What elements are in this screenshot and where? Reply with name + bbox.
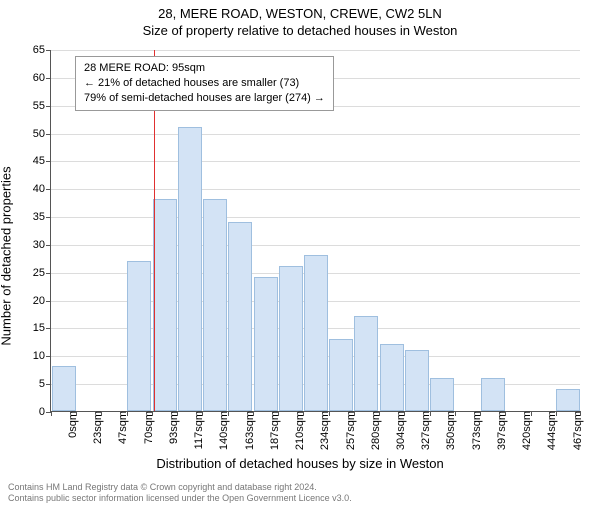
annotation-line: 79% of semi-detached houses are larger (… [84, 91, 325, 106]
x-tick-mark [253, 411, 254, 416]
x-tick-mark [580, 411, 581, 416]
histogram-bar [228, 222, 252, 411]
histogram-bar [52, 366, 76, 411]
x-tick-label: 280sqm [368, 411, 382, 450]
x-tick-mark [404, 411, 405, 416]
histogram-bar [203, 199, 227, 411]
x-tick-label: 420sqm [519, 411, 533, 450]
gridline [51, 217, 580, 218]
y-tick-label: 45 [33, 155, 51, 167]
annotation-box: 28 MERE ROAD: 95sqm← 21% of detached hou… [75, 56, 334, 111]
histogram-bar [153, 199, 177, 411]
annotation-line: 28 MERE ROAD: 95sqm [84, 61, 325, 76]
histogram-bar [127, 261, 151, 411]
footer-line-1: Contains HM Land Registry data © Crown c… [8, 482, 352, 493]
gridline [51, 245, 580, 246]
x-tick-label: 467sqm [570, 411, 584, 450]
x-tick-label: 187sqm [267, 411, 281, 450]
y-tick-label: 5 [39, 378, 51, 390]
histogram-bar [279, 266, 303, 411]
footer-attribution: Contains HM Land Registry data © Crown c… [8, 482, 352, 505]
x-tick-label: 444sqm [544, 411, 558, 450]
x-tick-mark [329, 411, 330, 416]
x-tick-label: 397sqm [494, 411, 508, 450]
histogram-bar [481, 378, 505, 411]
gridline [51, 134, 580, 135]
x-tick-mark [278, 411, 279, 416]
x-tick-label: 140sqm [216, 411, 230, 450]
x-tick-mark [430, 411, 431, 416]
footer-line-2: Contains public sector information licen… [8, 493, 352, 504]
histogram-bar [430, 378, 454, 411]
x-tick-mark [202, 411, 203, 416]
chart-title-main: 28, MERE ROAD, WESTON, CREWE, CW2 5LN [0, 6, 600, 21]
y-tick-label: 65 [33, 44, 51, 56]
x-tick-mark [127, 411, 128, 416]
x-tick-mark [531, 411, 532, 416]
x-tick-mark [228, 411, 229, 416]
x-axis-label: Distribution of detached houses by size … [0, 456, 600, 471]
x-tick-mark [101, 411, 102, 416]
x-tick-label: 163sqm [242, 411, 256, 450]
x-tick-mark [51, 411, 52, 416]
x-tick-mark [76, 411, 77, 416]
x-tick-label: 234sqm [317, 411, 331, 450]
y-tick-label: 25 [33, 267, 51, 279]
y-tick-label: 30 [33, 239, 51, 251]
gridline [51, 161, 580, 162]
x-tick-label: 327sqm [418, 411, 432, 450]
x-tick-mark [556, 411, 557, 416]
y-tick-label: 50 [33, 128, 51, 140]
y-tick-label: 35 [33, 211, 51, 223]
y-tick-label: 20 [33, 295, 51, 307]
y-axis-label: Number of detached properties [0, 77, 14, 256]
y-tick-label: 40 [33, 183, 51, 195]
plot-area: 051015202530354045505560650sqm23sqm47sqm… [50, 50, 580, 412]
x-tick-label: 304sqm [393, 411, 407, 450]
x-tick-mark [379, 411, 380, 416]
chart-area: 051015202530354045505560650sqm23sqm47sqm… [50, 50, 580, 412]
histogram-bar [329, 339, 353, 411]
x-tick-mark [455, 411, 456, 416]
y-tick-label: 55 [33, 100, 51, 112]
histogram-bar [304, 255, 328, 411]
x-tick-mark [354, 411, 355, 416]
y-tick-label: 15 [33, 322, 51, 334]
annotation-line: ← 21% of detached houses are smaller (73… [84, 76, 325, 91]
x-tick-mark [480, 411, 481, 416]
x-tick-mark [303, 411, 304, 416]
histogram-bar [380, 344, 404, 411]
histogram-bar [178, 127, 202, 411]
x-tick-mark [152, 411, 153, 416]
x-tick-mark [177, 411, 178, 416]
gridline [51, 189, 580, 190]
x-tick-mark [505, 411, 506, 416]
chart-title-sub: Size of property relative to detached ho… [0, 23, 600, 38]
y-tick-label: 60 [33, 72, 51, 84]
histogram-bar [405, 350, 429, 411]
y-tick-label: 0 [39, 406, 51, 418]
histogram-bar [254, 277, 278, 411]
x-tick-label: 117sqm [191, 411, 205, 449]
x-tick-label: 350sqm [443, 411, 457, 450]
histogram-bar [354, 316, 378, 411]
x-tick-label: 210sqm [292, 411, 306, 450]
histogram-bar [556, 389, 580, 411]
y-tick-label: 10 [33, 350, 51, 362]
x-tick-label: 257sqm [343, 411, 357, 450]
x-tick-label: 373sqm [469, 411, 483, 450]
gridline [51, 50, 580, 51]
